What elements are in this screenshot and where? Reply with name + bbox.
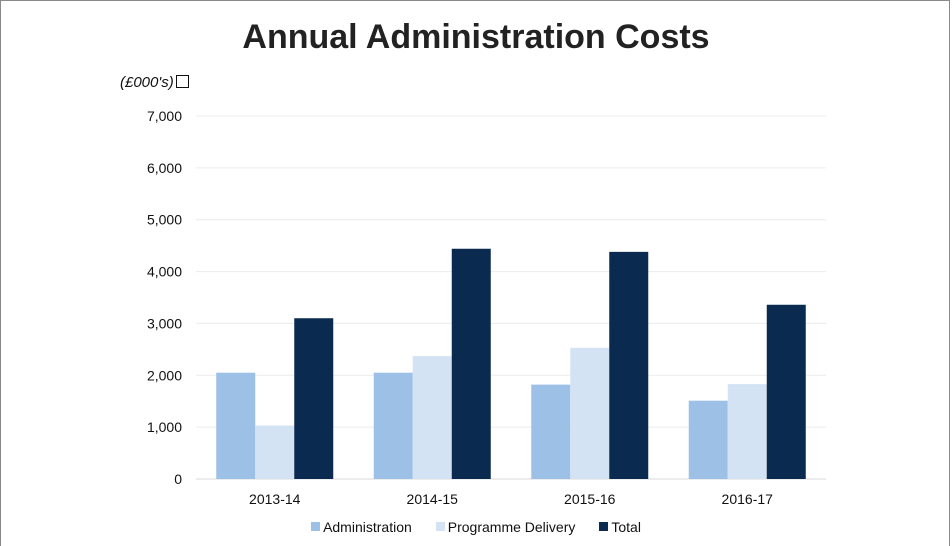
chart-legend: Administration Programme Delivery Total: [0, 518, 952, 535]
legend-label: Total: [611, 518, 641, 535]
bar-total: [766, 304, 806, 479]
bar-administration: [373, 372, 413, 479]
bar-programme-delivery: [727, 384, 767, 479]
bar-total: [294, 318, 334, 479]
bar-programme-delivery: [412, 356, 452, 479]
y-tick-label: 6,000: [147, 160, 182, 176]
x-tick-label: 2013-14: [249, 491, 301, 507]
bar-programme-delivery: [570, 347, 610, 479]
y-tick-label: 4,000: [147, 264, 182, 280]
legend-swatch-icon: [599, 522, 609, 531]
y-tick-label: 2,000: [147, 367, 182, 383]
legend-item: Total: [599, 519, 641, 535]
x-tick-label: 2015-16: [564, 491, 616, 507]
bar-total: [451, 248, 491, 479]
legend-swatch-icon: [435, 522, 445, 531]
legend-item: Administration: [311, 519, 412, 535]
y-tick-label: 1,000: [147, 419, 182, 435]
y-tick-label: 3,000: [147, 315, 182, 331]
y-axis-unit-text: (£000's): [120, 74, 174, 91]
chart-title: Annual Administration Costs: [242, 18, 710, 56]
bar-administration: [531, 384, 571, 479]
legend-label: Programme Delivery: [447, 518, 576, 535]
y-tick-label: 7,000: [147, 108, 182, 124]
x-tick-label: 2014-15: [407, 491, 459, 507]
legend-swatch-icon: [311, 522, 321, 531]
bar-programme-delivery: [255, 425, 295, 479]
legend-item: Programme Delivery: [435, 518, 576, 535]
x-tick-label: 2016-17: [722, 491, 774, 507]
y-axis-unit-label: (£000's): [120, 74, 189, 91]
checkbox-glyph-icon: [175, 75, 189, 88]
bar-total: [609, 251, 649, 479]
y-tick-label: 5,000: [147, 212, 182, 228]
bar-administration: [688, 400, 728, 479]
bar-administration: [216, 372, 256, 479]
y-tick-label: 0: [174, 471, 182, 487]
legend-label: Administration: [323, 518, 412, 535]
